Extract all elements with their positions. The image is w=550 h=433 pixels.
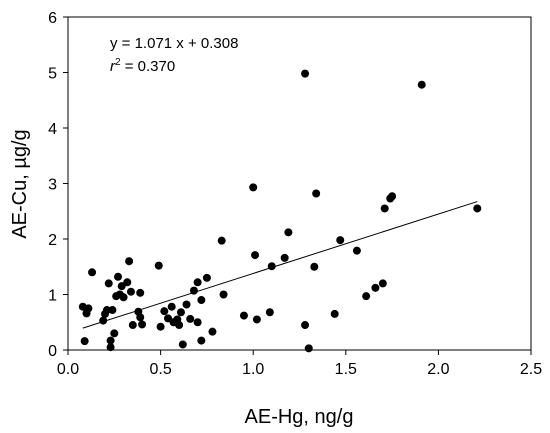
data-point: [280, 253, 289, 262]
r-squared-value: = 0.370: [121, 58, 176, 75]
data-point: [182, 300, 191, 309]
data-point: [251, 251, 260, 260]
data-point: [371, 283, 380, 292]
data-point: [99, 316, 108, 325]
data-point: [102, 306, 111, 315]
data-point: [330, 309, 339, 318]
x-tick-label: 2.0: [427, 361, 449, 378]
r-squared-label: r2 = 0.370: [110, 57, 175, 75]
data-point: [80, 337, 89, 346]
data-point: [125, 257, 134, 266]
data-point: [473, 204, 482, 213]
data-point: [88, 268, 97, 277]
data-point: [197, 336, 206, 345]
data-point: [128, 321, 137, 330]
data-point: [301, 69, 310, 78]
data-point: [378, 279, 387, 288]
y-tick-label: 4: [48, 121, 57, 138]
data-point: [126, 287, 135, 296]
data-point: [249, 183, 258, 192]
regression-equation: y = 1.071 x + 0.308: [110, 35, 238, 52]
y-tick-label: 0: [48, 343, 57, 360]
data-point: [217, 236, 226, 245]
data-point: [136, 288, 145, 297]
x-tick-label: 1.0: [242, 361, 264, 378]
data-point: [312, 189, 321, 198]
data-point: [175, 321, 184, 330]
x-axis-title: AE-Hg, ng/g: [245, 406, 354, 428]
data-point: [252, 315, 261, 324]
data-point: [417, 80, 426, 89]
data-point: [186, 314, 195, 323]
y-tick-label: 1: [48, 288, 57, 305]
data-point: [160, 307, 169, 316]
y-tick-label: 5: [48, 66, 57, 83]
data-point: [202, 273, 211, 282]
data-point: [117, 282, 126, 291]
data-point: [164, 314, 173, 323]
data-point: [138, 320, 147, 329]
data-point: [108, 306, 117, 315]
data-point: [284, 228, 293, 237]
regression-line: [82, 201, 478, 329]
data-point: [82, 309, 91, 318]
data-point: [104, 279, 113, 288]
data-point: [156, 322, 165, 331]
data-point: [193, 318, 202, 327]
data-point: [336, 236, 345, 245]
data-point: [193, 278, 202, 287]
data-point: [154, 261, 163, 270]
x-tick-label: 0.5: [149, 361, 171, 378]
data-point: [197, 296, 206, 305]
y-tick-label: 6: [48, 10, 57, 27]
data-point: [267, 262, 276, 271]
data-point: [265, 308, 274, 317]
data-point: [301, 321, 310, 330]
data-point: [119, 293, 128, 302]
data-point: [310, 262, 319, 271]
data-point: [106, 343, 115, 352]
plot-area: 0.0 0.5 1.0 1.5 2.0 2.5 0 1 2 3 4 5 6: [48, 10, 542, 378]
r-symbol: r: [110, 58, 116, 75]
data-point: [106, 336, 115, 345]
data-point: [123, 278, 132, 287]
data-point: [219, 290, 228, 299]
data-point: [380, 204, 389, 213]
x-tick-label: 1.5: [335, 361, 357, 378]
data-point: [304, 344, 313, 353]
y-axis-title: AE-Cu, µg/g: [9, 129, 31, 238]
y-tick-label: 3: [48, 177, 57, 194]
data-point: [114, 272, 123, 281]
data-point: [388, 192, 397, 201]
r-squared-superscript: 2: [115, 57, 121, 68]
data-point: [178, 340, 187, 349]
data-point: [352, 246, 361, 255]
x-tick-label: 0.0: [57, 361, 79, 378]
x-tick-label: 2.5: [520, 361, 542, 378]
data-point: [167, 302, 176, 311]
data-point: [136, 313, 145, 322]
y-tick-label: 2: [48, 232, 57, 249]
data-point: [208, 327, 217, 336]
data-point: [362, 292, 371, 301]
data-point: [110, 329, 119, 338]
data-point: [239, 311, 248, 320]
data-point: [176, 308, 185, 317]
data-point: [189, 286, 198, 295]
